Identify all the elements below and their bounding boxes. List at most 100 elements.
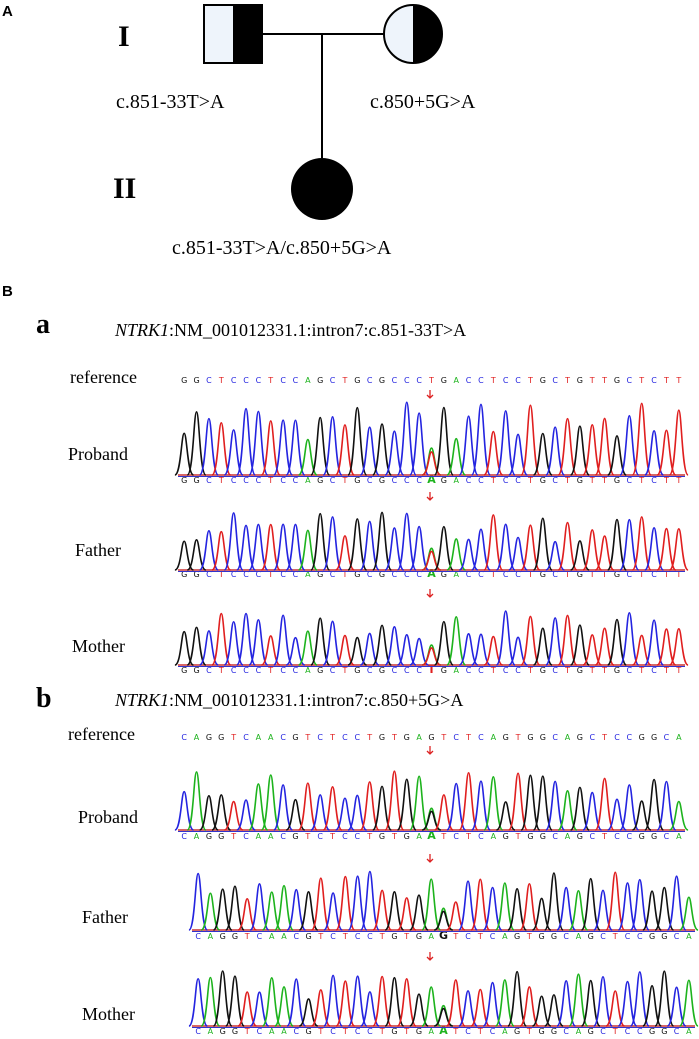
peak xyxy=(545,780,566,831)
peak xyxy=(188,872,209,931)
gene-name: NTRK1 xyxy=(114,690,169,710)
peak xyxy=(656,628,677,666)
peak xyxy=(495,410,516,476)
peak xyxy=(174,790,195,831)
track-label: Mother xyxy=(82,1004,135,1024)
peak xyxy=(605,871,626,931)
peak xyxy=(224,975,245,1027)
peak xyxy=(470,403,492,476)
peak xyxy=(347,794,368,831)
peak xyxy=(198,530,219,571)
peak xyxy=(371,423,393,476)
track-label: Proband xyxy=(68,444,128,464)
peak xyxy=(409,412,430,476)
peak xyxy=(532,897,552,931)
peak xyxy=(619,518,640,571)
peak xyxy=(483,635,504,666)
peak xyxy=(520,774,541,831)
peak xyxy=(360,991,380,1027)
peak xyxy=(371,624,393,666)
peak xyxy=(482,981,503,1027)
peak xyxy=(632,634,652,666)
peak xyxy=(260,420,281,476)
peak xyxy=(237,991,257,1027)
peak xyxy=(433,620,454,666)
peak xyxy=(433,406,454,476)
peak xyxy=(298,998,319,1027)
peak xyxy=(384,625,405,666)
peak xyxy=(421,810,442,831)
peak xyxy=(519,882,540,931)
peak xyxy=(606,435,628,476)
peak xyxy=(335,634,355,666)
peak xyxy=(642,985,663,1027)
peak xyxy=(594,417,615,476)
peak xyxy=(310,416,331,476)
peak xyxy=(409,775,430,831)
peak xyxy=(186,771,207,831)
peak xyxy=(644,429,665,476)
peak xyxy=(557,614,578,666)
peak xyxy=(322,785,343,831)
peak xyxy=(384,430,405,476)
peak xyxy=(483,514,504,571)
peak xyxy=(235,407,257,476)
peak xyxy=(249,991,270,1027)
peak xyxy=(545,617,566,666)
peak xyxy=(532,995,552,1027)
peak xyxy=(409,525,430,571)
peak xyxy=(310,989,331,1027)
peak xyxy=(678,979,699,1027)
peak xyxy=(298,890,319,931)
peak xyxy=(532,517,553,571)
peak xyxy=(471,633,491,666)
peak xyxy=(322,516,343,571)
peak xyxy=(644,526,665,571)
peak xyxy=(186,539,207,571)
track-label: Father xyxy=(82,907,128,927)
peak xyxy=(248,783,269,831)
gene-title: NTRK1:NM_001012331.1:intron7:c.851-33T>A xyxy=(114,320,466,340)
variant-label: c.850+5G>A xyxy=(370,91,476,113)
peak xyxy=(274,884,294,931)
peak xyxy=(570,540,590,571)
track-label: Proband xyxy=(78,807,138,827)
arrow xyxy=(426,390,434,399)
peak xyxy=(199,630,219,666)
gene-title: NTRK1:NM_001012331.1:intron7:c.850+5G>A xyxy=(114,690,463,710)
peak xyxy=(359,426,380,476)
peak xyxy=(273,523,294,571)
peak xyxy=(544,994,564,1027)
variant: :NM_001012331.1:intron7:c.850+5G>A xyxy=(169,690,463,710)
peak xyxy=(359,781,380,831)
generation: II xyxy=(113,172,136,205)
peak xyxy=(211,794,232,831)
peak xyxy=(372,975,393,1027)
peak xyxy=(260,774,281,831)
peak xyxy=(359,632,380,666)
peak xyxy=(396,512,417,571)
peak xyxy=(198,417,219,476)
peak xyxy=(644,619,665,666)
peak xyxy=(617,882,638,931)
peak xyxy=(458,772,479,831)
peak xyxy=(286,888,307,931)
arrow xyxy=(426,854,434,863)
peak xyxy=(273,784,294,831)
peak xyxy=(532,775,553,831)
peak xyxy=(285,636,306,666)
peak xyxy=(666,986,687,1027)
peak xyxy=(261,891,282,931)
peak xyxy=(334,424,355,476)
peak xyxy=(174,630,194,666)
peak xyxy=(235,524,257,571)
peak xyxy=(433,525,454,571)
peak xyxy=(409,894,429,931)
peak xyxy=(580,877,601,931)
peak xyxy=(323,892,344,931)
peak xyxy=(384,770,405,831)
peak xyxy=(545,540,565,571)
peak xyxy=(668,528,689,571)
